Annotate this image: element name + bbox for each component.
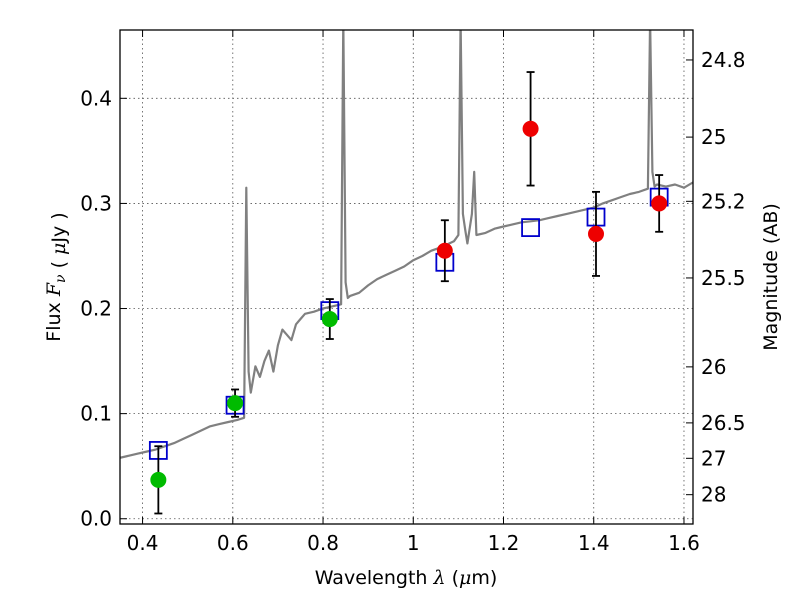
- marker-layer: [148, 71, 669, 515]
- x-tick-label: 0.4: [127, 531, 159, 555]
- model-flux-square: [521, 218, 540, 238]
- spectrum-layer: [120, 30, 693, 459]
- y2-tick-label: 24.8: [701, 48, 746, 72]
- y-tick-label: 0.1: [80, 402, 112, 426]
- y2-tick-label: 27: [701, 446, 726, 470]
- y-axis-label: Flux Fν ( μJy ): [43, 212, 70, 341]
- y2-tick-label: 26: [701, 355, 726, 379]
- grid: [120, 30, 693, 524]
- y2-axis-label: Magnitude (AB): [760, 203, 782, 351]
- x-tick-label: 0.8: [307, 531, 339, 555]
- photometry-point: [651, 195, 668, 212]
- y2-tick-label: 25.5: [701, 266, 746, 290]
- y2-tick-label: 28: [701, 483, 726, 507]
- y2-tick-label: 25: [701, 125, 726, 149]
- photometry-point: [321, 311, 338, 328]
- photometry-point: [227, 395, 244, 412]
- ticks: 0.4 0.6 0.8 1 1.2 1.4 1.6 0.0 0.1 0.2 0.3 0.4 24.8 25…: [80, 30, 746, 555]
- photometry-point: [436, 242, 453, 259]
- y2-tick-label: 25.2: [701, 189, 746, 213]
- photometry-point: [587, 225, 604, 242]
- y-tick-label: 0.3: [80, 191, 112, 215]
- x-tick-label: 0.6: [217, 531, 249, 555]
- plot-frame: [119, 29, 694, 525]
- x-tick-label: 1.2: [488, 531, 520, 555]
- y-tick-label: 0.4: [80, 86, 112, 110]
- y-tick-label: 0.0: [80, 507, 112, 531]
- y-tick-label: 0.2: [80, 297, 112, 321]
- x-tick-label: 1: [407, 531, 420, 555]
- spectrum-line: [120, 30, 693, 459]
- x-tick-label: 1.6: [668, 531, 700, 555]
- photometry-point: [150, 471, 167, 488]
- photometry-point: [522, 120, 539, 137]
- x-tick-label: 1.4: [578, 531, 610, 555]
- y2-tick-label: 26.5: [701, 411, 746, 435]
- x-axis-label: Wavelength λ (μm): [315, 567, 498, 589]
